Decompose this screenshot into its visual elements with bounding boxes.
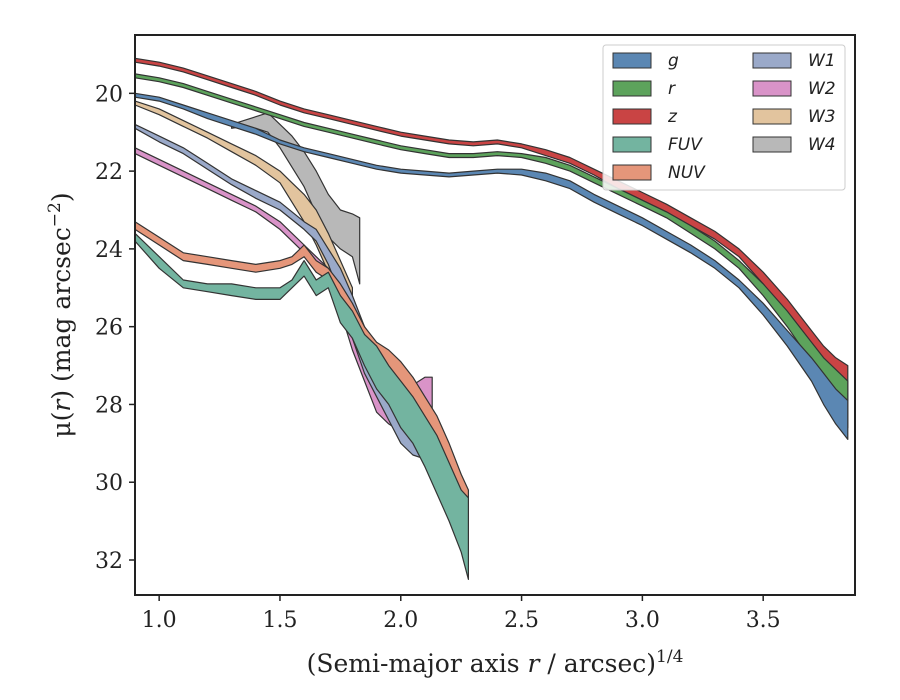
y-tick-label: 24 [95, 238, 123, 263]
legend-label-g: g [668, 51, 679, 71]
legend-swatch-g [612, 52, 652, 69]
x-tick-label: 1.5 [262, 608, 297, 633]
y-tick-label: 32 [95, 549, 123, 574]
x-tick-label: 2.5 [504, 608, 539, 633]
plot-frame [134, 34, 856, 596]
series-band-fuv [134, 232, 469, 580]
legend-label-w3: W3 [808, 107, 836, 127]
x-tick-label: 3.0 [625, 608, 660, 633]
legend-label-r: r [668, 79, 676, 99]
series-band-g [134, 92, 849, 440]
series-layer [134, 57, 849, 580]
legend-label-w4: W4 [808, 135, 836, 155]
y-tick-label: 20 [95, 82, 123, 107]
legend-swatch-r [612, 80, 652, 97]
legend-swatch-w3 [752, 108, 792, 125]
legend-swatch-w4 [752, 136, 792, 153]
series-band-w3 [134, 100, 353, 335]
legend: grz FUV NUV W1 W2 W3 W4 [602, 44, 846, 191]
legend-swatch-fuv [612, 136, 652, 153]
legend-swatch-w2 [752, 80, 792, 97]
legend-label-w1: W1 [808, 51, 836, 71]
legend-swatch-w1 [752, 52, 792, 69]
y-tick-label: 22 [95, 160, 123, 185]
y-tick-label: 26 [95, 316, 123, 341]
x-tick-label: 3.5 [746, 608, 781, 633]
y-tick-label: 30 [95, 471, 123, 496]
y-axis-label: μ(r) (mag arcsec−2) [45, 192, 76, 437]
ticks-layer: 1.0 1.5 2.0 2.5 3.0 3.5 20 22 24 26 28 30 32 [95, 82, 781, 633]
legend-label-z: z [667, 107, 678, 127]
x-axis-label: (Semi-major axis r / arcsec)1/4 [307, 647, 684, 678]
y-tick-label: 28 [95, 393, 123, 418]
x-tick-label: 1.0 [142, 608, 177, 633]
legend-swatch-z [612, 108, 652, 125]
legend-label-fuv: FUV [668, 135, 703, 155]
legend-label-w2: W2 [808, 79, 836, 99]
legend-swatch-nuv [612, 164, 652, 181]
legend-label-nuv: NUV [668, 163, 706, 183]
x-tick-label: 2.0 [383, 608, 418, 633]
